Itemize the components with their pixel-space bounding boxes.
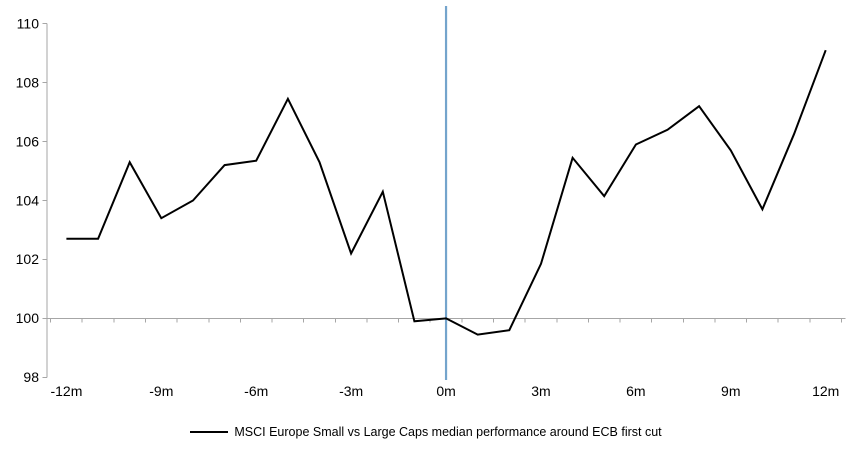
legend-series-label: MSCI Europe Small vs Large Caps median p… <box>234 425 662 439</box>
x-tick-label: 6m <box>626 383 645 399</box>
x-tick-label: -6m <box>244 383 268 399</box>
y-tick-label: 100 <box>16 310 40 326</box>
y-tick-label: 106 <box>16 133 40 149</box>
x-tick-label: -3m <box>339 383 363 399</box>
y-axis <box>42 23 48 378</box>
x-tick-label: 12m <box>812 383 839 399</box>
series-line <box>66 49 827 336</box>
y-tick-label: 110 <box>17 15 40 31</box>
x-tick-label: 9m <box>721 383 740 399</box>
legend-line-swatch <box>190 431 229 433</box>
y-tick-label: 108 <box>16 74 40 90</box>
y-tick-label: 104 <box>16 192 40 208</box>
x-tick-labels: -12m -9m -6m -3m 0m 3m 6m 9m 12m <box>50 383 839 399</box>
x-tick-label: 3m <box>531 383 550 399</box>
y-tick-labels: 98 100 102 104 106 108 110 <box>16 15 40 385</box>
y-tick-label: 102 <box>16 251 40 267</box>
x-tick-label: -9m <box>149 383 173 399</box>
x-tick-label: 0m <box>436 383 455 399</box>
x-tick-label: -12m <box>50 383 82 399</box>
y-tick-label: 98 <box>23 369 39 385</box>
legend: MSCI Europe Small vs Large Caps median p… <box>0 422 852 442</box>
